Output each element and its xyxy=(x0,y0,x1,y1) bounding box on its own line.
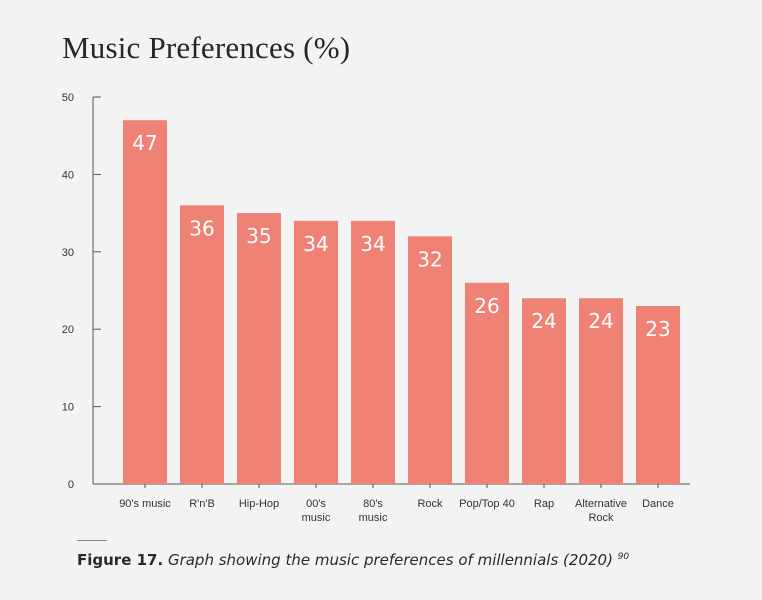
x-axis xyxy=(93,483,690,488)
figure-caption: Figure 17. Graph showing the music prefe… xyxy=(77,551,629,569)
bar-value-label: 24 xyxy=(588,309,613,333)
bar-value-label: 34 xyxy=(360,232,385,256)
bar xyxy=(237,213,281,484)
y-tick-label: 30 xyxy=(62,247,74,259)
value-labels: 47 36 35 34 34 32 26 24 24 23 xyxy=(132,131,670,341)
caption-lead: Figure 17. xyxy=(77,551,164,569)
bar-value-label: 36 xyxy=(189,216,214,240)
bar-value-label: 32 xyxy=(417,247,442,271)
bars xyxy=(123,120,680,485)
bar xyxy=(294,220,338,484)
y-tick-label: 10 xyxy=(62,402,74,414)
category-label: Dance xyxy=(642,498,674,510)
bar xyxy=(408,236,452,484)
category-label: R'n'B xyxy=(189,498,215,510)
category-label: Hip-Hop xyxy=(239,498,279,510)
bar-value-label: 23 xyxy=(645,317,670,341)
caption-description: Graph showing the music preferences of m… xyxy=(167,551,613,569)
bar-value-label: 24 xyxy=(531,309,556,333)
category-label: Pop/Top 40 xyxy=(459,498,515,510)
y-axis: 0 10 20 30 40 50 xyxy=(62,92,101,491)
bar-value-label: 47 xyxy=(132,131,157,155)
bar xyxy=(123,120,167,484)
bar xyxy=(351,220,395,484)
category-label: Rock xyxy=(417,498,443,510)
y-tick-label: 50 xyxy=(62,92,74,104)
bar-value-label: 34 xyxy=(303,232,328,256)
category-label: Rap xyxy=(534,498,554,510)
bar xyxy=(579,298,623,484)
y-tick-label: 20 xyxy=(62,324,74,336)
bar-value-label: 35 xyxy=(246,224,271,248)
y-tick-label: 40 xyxy=(62,169,74,181)
y-tick-label: 0 xyxy=(68,479,74,491)
chart-title: Music Preferences (%) xyxy=(62,30,351,65)
bar xyxy=(636,305,680,484)
caption-divider xyxy=(77,540,107,541)
bar-chart: 0 10 20 30 40 50 47 36 35 34 34 32 26 24 24 23 90's mu… xyxy=(62,92,690,524)
category-label: Alternative Rock xyxy=(575,498,627,524)
category-label: 80's music xyxy=(359,498,388,524)
category-label: 00's music xyxy=(302,498,331,524)
category-labels: 90's music R'n'B Hip-Hop 00's music 80's music… xyxy=(119,498,674,524)
bar xyxy=(465,282,509,484)
category-label: 90's music xyxy=(119,498,171,510)
bar xyxy=(180,205,224,485)
bar xyxy=(522,298,566,484)
bar-value-label: 26 xyxy=(474,294,499,318)
caption-superscript: 90 xyxy=(617,552,630,562)
